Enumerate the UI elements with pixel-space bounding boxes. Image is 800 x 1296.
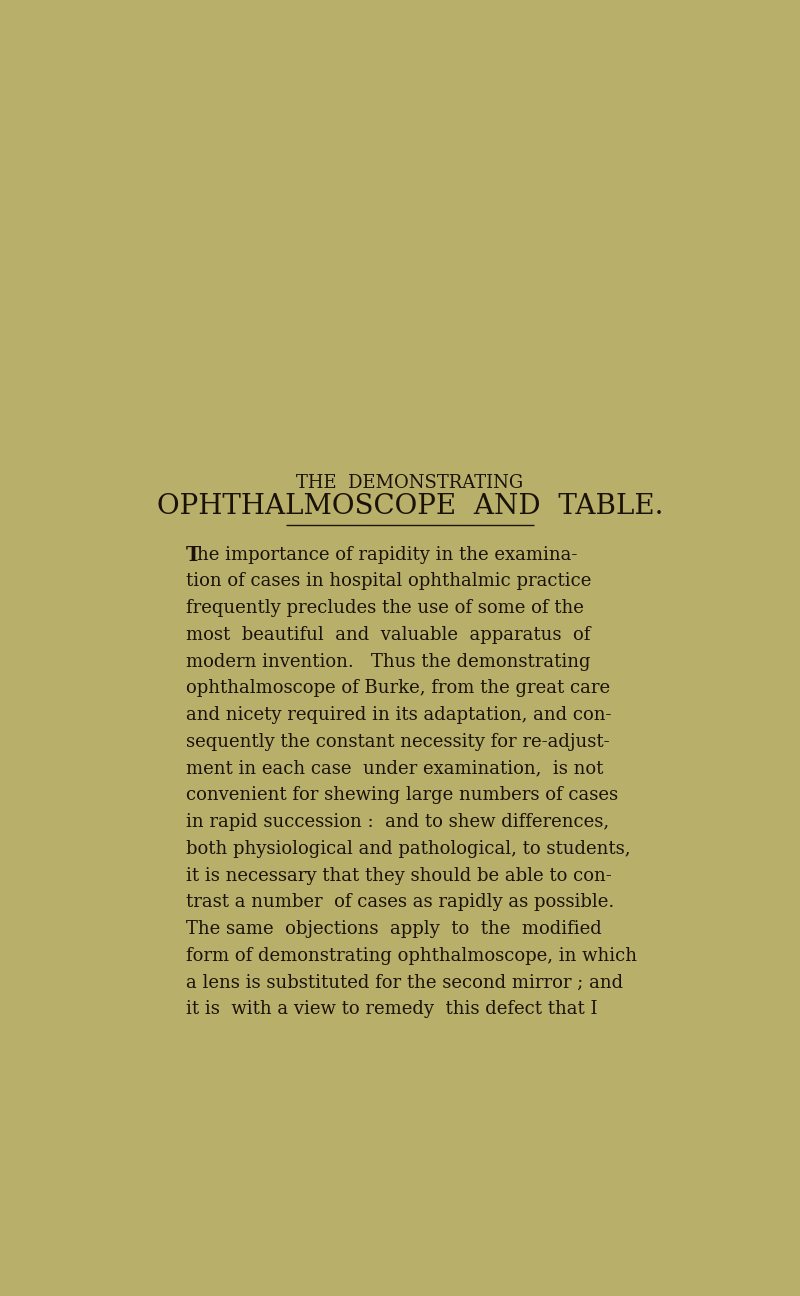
Text: frequently precludes the use of some of the: frequently precludes the use of some of …	[186, 599, 583, 617]
Text: The same  objections  apply  to  the  modified: The same objections apply to the modifie…	[186, 920, 602, 938]
Text: form of demonstrating ophthalmoscope, in which: form of demonstrating ophthalmoscope, in…	[186, 947, 637, 964]
Text: OPHTHALMOSCOPE  AND  TABLE.: OPHTHALMOSCOPE AND TABLE.	[157, 494, 663, 520]
Text: most  beautiful  and  valuable  apparatus  of: most beautiful and valuable apparatus of	[186, 626, 590, 644]
Text: T: T	[186, 544, 201, 565]
Text: it is necessary that they should be able to con-: it is necessary that they should be able…	[186, 867, 611, 885]
Text: and nicety required in its adaptation, and con-: and nicety required in its adaptation, a…	[186, 706, 611, 724]
Text: sequently the constant necessity for re-adjust-: sequently the constant necessity for re-…	[186, 734, 609, 750]
Text: tion of cases in hospital ophthalmic practice: tion of cases in hospital ophthalmic pra…	[186, 573, 591, 591]
Text: convenient for shewing large numbers of cases: convenient for shewing large numbers of …	[186, 787, 618, 805]
Text: it is  with a view to remedy  this defect that I: it is with a view to remedy this defect …	[186, 1001, 597, 1019]
Text: ment in each case  under examination,  is not: ment in each case under examination, is …	[186, 759, 603, 778]
Text: he importance of rapidity in the examina-: he importance of rapidity in the examina…	[198, 546, 578, 564]
Text: a lens is substituted for the second mirror ; and: a lens is substituted for the second mir…	[186, 973, 622, 991]
Text: modern invention.   Thus the demonstrating: modern invention. Thus the demonstrating	[186, 653, 590, 670]
Text: THE  DEMONSTRATING: THE DEMONSTRATING	[297, 474, 523, 492]
Text: trast a number  of cases as rapidly as possible.: trast a number of cases as rapidly as po…	[186, 893, 614, 911]
Text: both physiological and pathological, to students,: both physiological and pathological, to …	[186, 840, 630, 858]
Text: ophthalmoscope of Burke, from the great care: ophthalmoscope of Burke, from the great …	[186, 679, 610, 697]
Text: in rapid succession :  and to shew differences,: in rapid succession : and to shew differ…	[186, 813, 609, 831]
